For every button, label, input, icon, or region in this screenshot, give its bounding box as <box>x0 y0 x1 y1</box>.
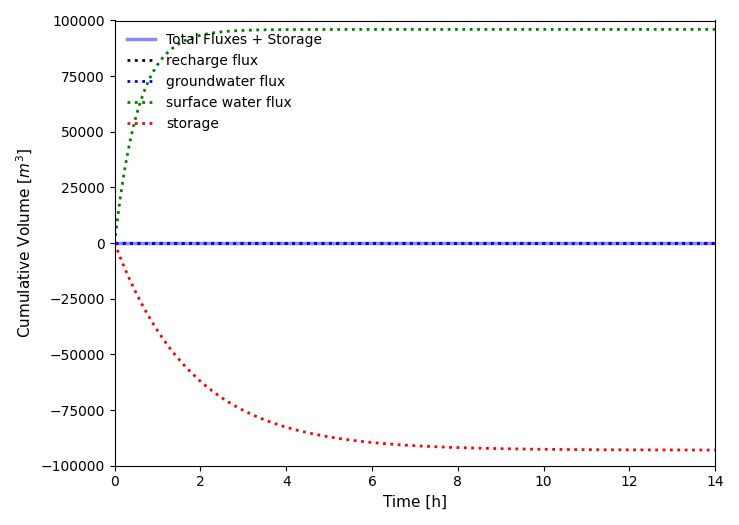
surface water flux <box>655 26 664 33</box>
storage <box>466 445 474 451</box>
Legend: Total Fluxes + Storage, recharge flux, groundwater flux, surface water flux, sto: Total Fluxes + Storage, recharge flux, g… <box>122 27 327 136</box>
groundwater flux <box>711 240 720 246</box>
recharge flux <box>468 240 477 246</box>
groundwater flux <box>616 240 625 246</box>
storage <box>711 447 720 453</box>
groundwater flux <box>110 240 119 246</box>
recharge flux <box>655 240 664 246</box>
storage <box>110 240 119 246</box>
surface water flux <box>616 26 625 33</box>
recharge flux <box>477 240 486 246</box>
surface water flux <box>477 26 486 33</box>
Total Fluxes + Storage <box>112 240 121 246</box>
Total Fluxes + Storage <box>711 240 720 246</box>
groundwater flux <box>655 240 664 246</box>
storage <box>112 245 121 251</box>
Total Fluxes + Storage <box>110 240 119 246</box>
surface water flux <box>112 223 121 229</box>
recharge flux <box>616 240 625 246</box>
groundwater flux <box>468 240 477 246</box>
X-axis label: Time [h]: Time [h] <box>383 495 447 510</box>
recharge flux <box>112 240 121 246</box>
surface water flux <box>711 26 720 33</box>
groundwater flux <box>466 240 474 246</box>
recharge flux <box>711 240 720 246</box>
storage <box>616 447 625 453</box>
recharge flux <box>110 240 119 246</box>
Total Fluxes + Storage <box>655 240 664 246</box>
storage <box>468 445 477 451</box>
Y-axis label: Cumulative Volume [$m^3$]: Cumulative Volume [$m^3$] <box>15 148 35 338</box>
groundwater flux <box>477 240 486 246</box>
Total Fluxes + Storage <box>477 240 486 246</box>
storage <box>655 447 664 453</box>
Total Fluxes + Storage <box>468 240 477 246</box>
groundwater flux <box>112 240 121 246</box>
Total Fluxes + Storage <box>466 240 474 246</box>
surface water flux <box>466 26 474 33</box>
Total Fluxes + Storage <box>616 240 625 246</box>
Line: surface water flux: surface water flux <box>115 29 715 243</box>
surface water flux <box>110 240 119 246</box>
surface water flux <box>468 26 477 33</box>
Line: storage: storage <box>115 243 715 450</box>
recharge flux <box>466 240 474 246</box>
storage <box>477 445 486 452</box>
